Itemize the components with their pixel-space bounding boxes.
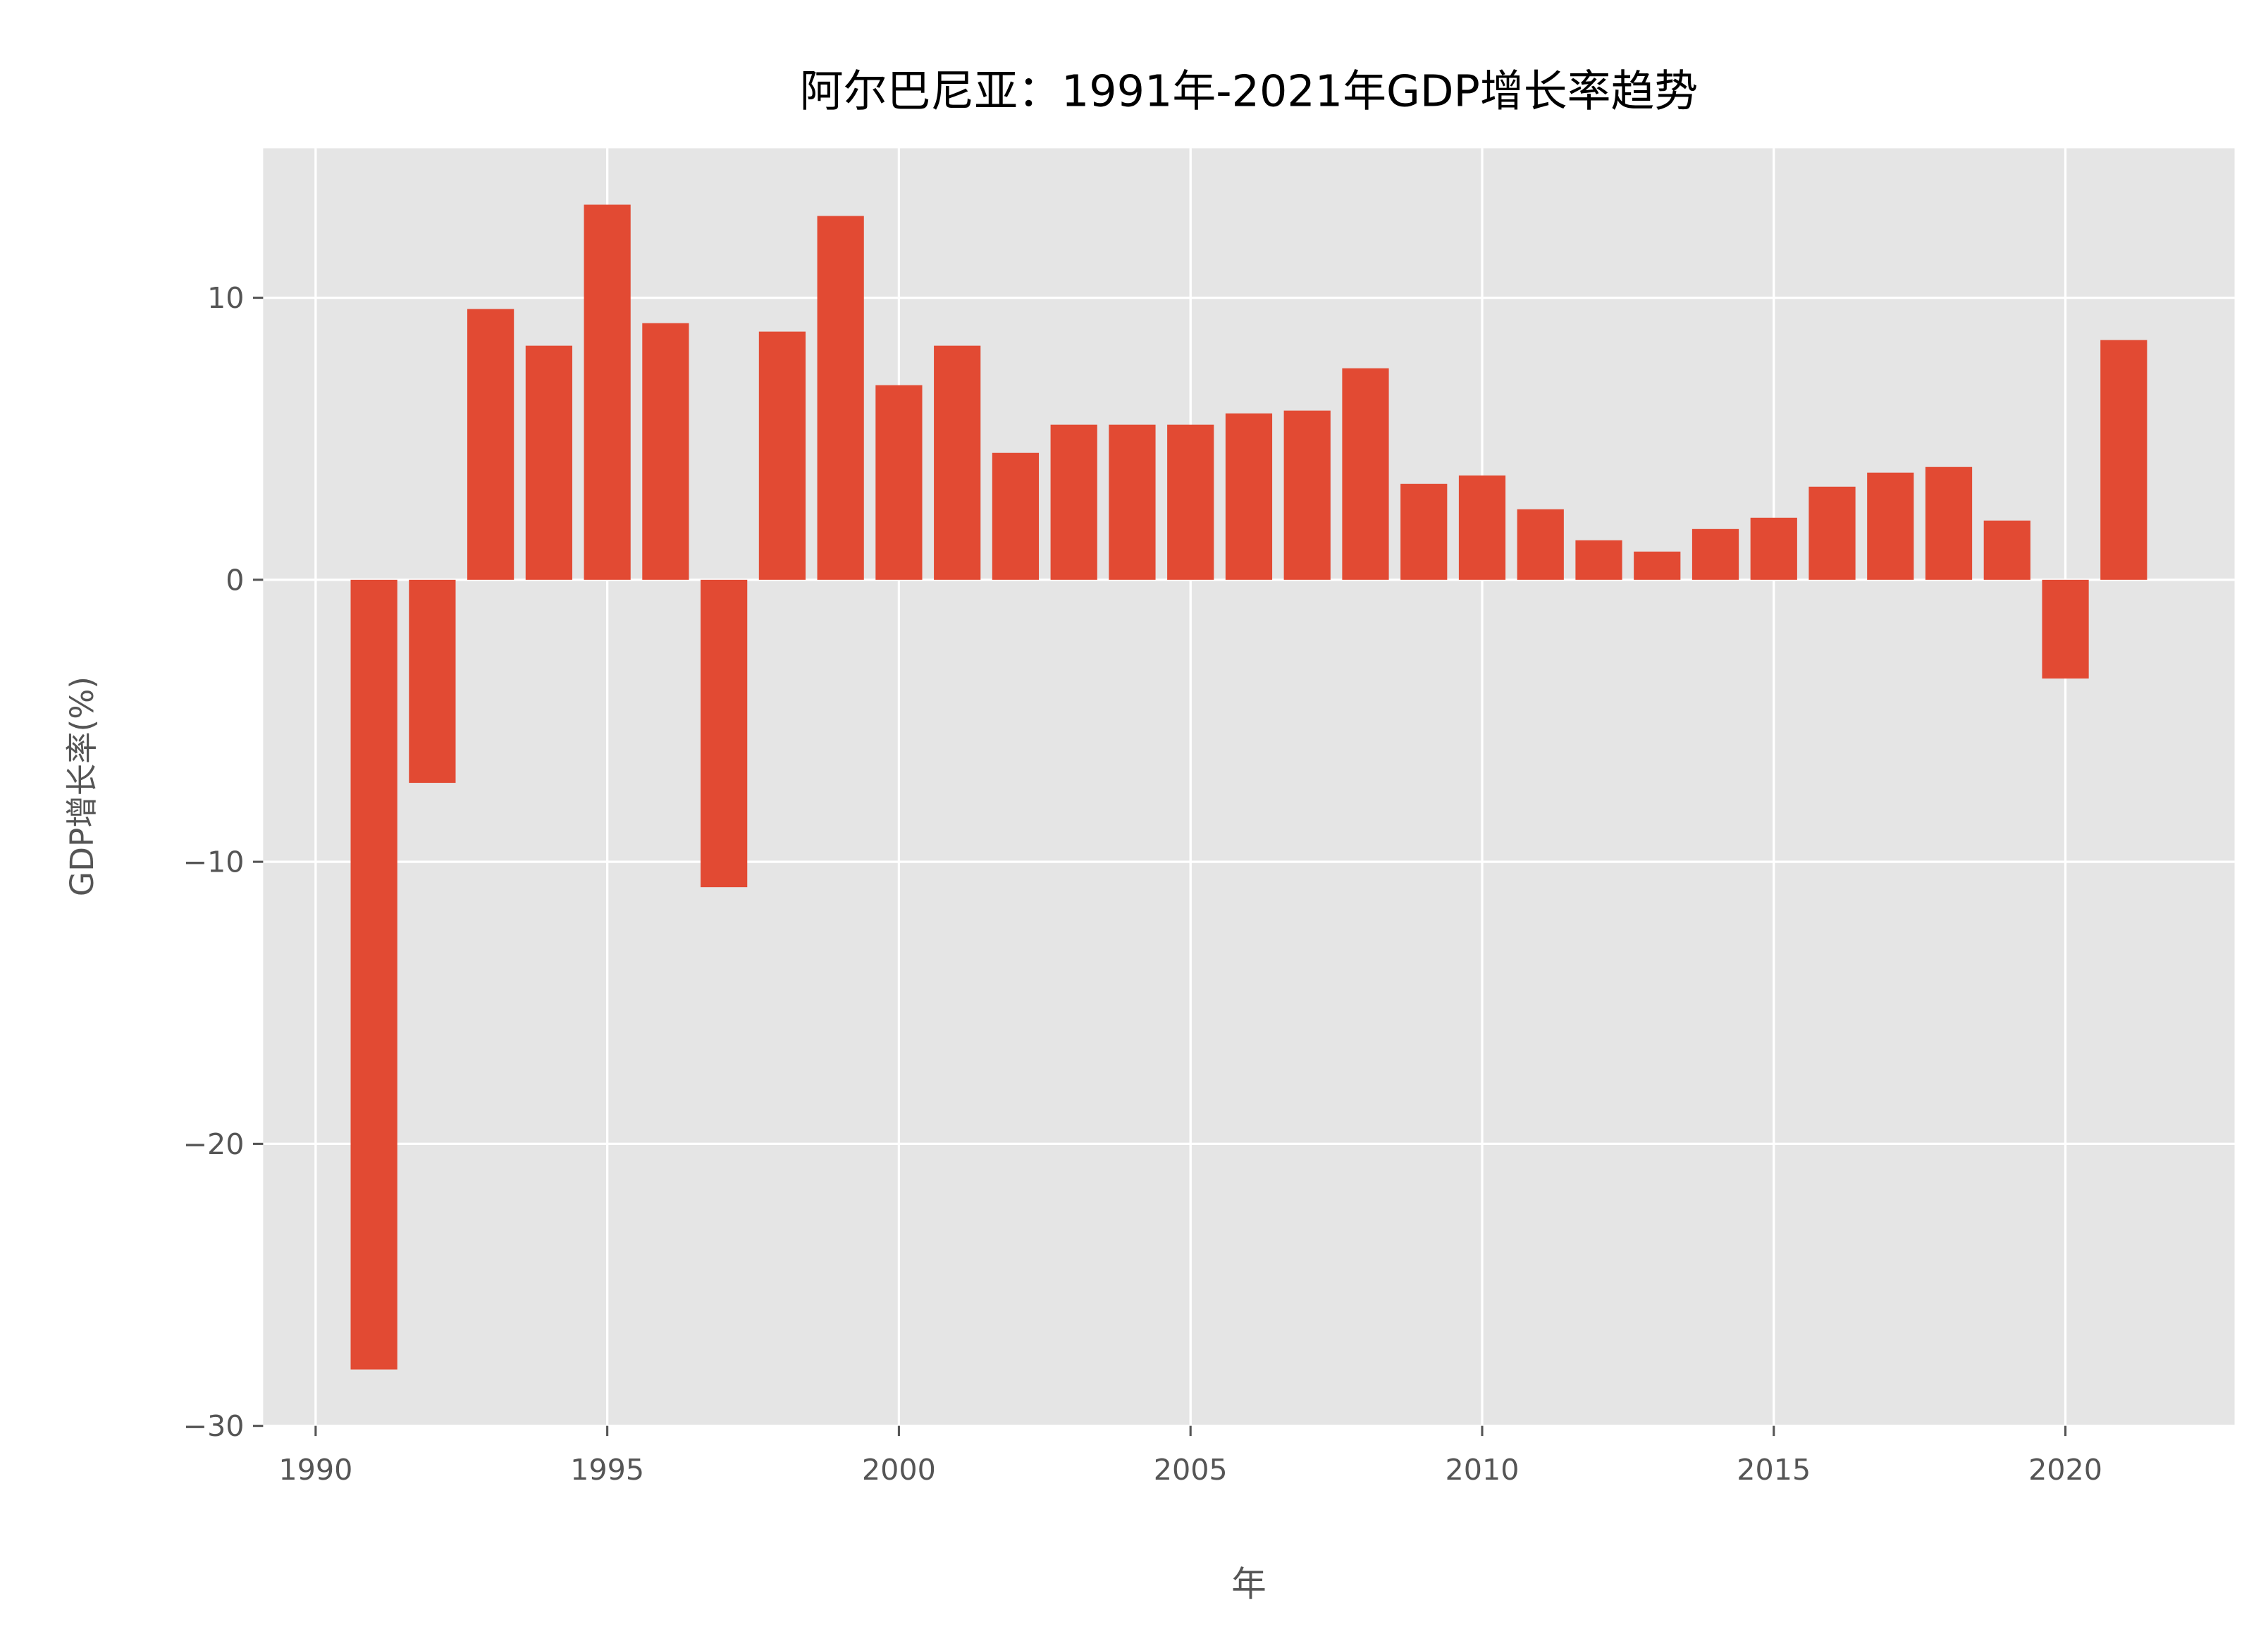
bar-1994: [525, 345, 572, 580]
y-tick-label: −10: [183, 846, 244, 879]
bar-2005: [1167, 424, 1214, 580]
bar-2011: [1517, 509, 1564, 580]
x-tick-label: 2000: [862, 1453, 936, 1487]
bar-2018: [1925, 466, 1973, 580]
y-axis-ticks: −30 −20 −10 0 10: [183, 281, 264, 1443]
bar-2004: [1109, 424, 1156, 580]
bar-2016: [1808, 486, 1856, 580]
bar-1993: [467, 309, 514, 580]
x-tick-label: 1995: [570, 1453, 644, 1487]
bar-2008: [1342, 368, 1389, 580]
y-axis-label: GDP增长率(%): [63, 676, 101, 896]
bar-2021: [2100, 340, 2147, 580]
bar-1992: [409, 579, 456, 784]
bar-1996: [642, 323, 689, 580]
x-tick-label: 2015: [1737, 1453, 1811, 1487]
y-tick-label: −20: [183, 1127, 244, 1161]
x-tick-label: 1990: [278, 1453, 352, 1487]
x-axis-label: 年: [1231, 1563, 1266, 1604]
bar-1999: [817, 216, 864, 580]
x-tick-label: 2020: [2028, 1453, 2102, 1487]
bar-2020: [2042, 579, 2089, 679]
bar-1997: [701, 579, 748, 888]
bar-2015: [1750, 517, 1797, 580]
x-tick-label: 2010: [1445, 1453, 1519, 1487]
y-tick-label: −30: [183, 1409, 244, 1443]
bar-2012: [1575, 540, 1622, 580]
y-tick-label: 0: [226, 563, 244, 597]
bar-1998: [758, 331, 806, 580]
x-tick-label: 2005: [1154, 1453, 1228, 1487]
bar-2014: [1691, 528, 1739, 580]
bar-2000: [875, 385, 923, 580]
bar-2017: [1867, 472, 1914, 580]
bar-2013: [1634, 551, 1681, 580]
y-tick-label: 10: [207, 281, 245, 315]
bar-2003: [1050, 424, 1097, 580]
bar-2001: [934, 345, 981, 580]
bars: [350, 204, 2147, 1370]
bar-1991: [350, 579, 397, 1370]
bar-2007: [1283, 410, 1331, 580]
chart-title: 阿尔巴尼亚：1991年-2021年GDP增长率趋势: [800, 66, 1699, 117]
plot-background: [263, 148, 2235, 1426]
bar-2006: [1225, 413, 1273, 580]
bar-2010: [1458, 475, 1506, 580]
bar-2002: [992, 452, 1040, 580]
bar-2009: [1400, 483, 1448, 580]
bar-2019: [1983, 520, 2030, 580]
bar-1995: [584, 204, 631, 580]
x-axis-ticks: 1990 1995 2000 2005 2010 2015 2020: [278, 1425, 2102, 1487]
